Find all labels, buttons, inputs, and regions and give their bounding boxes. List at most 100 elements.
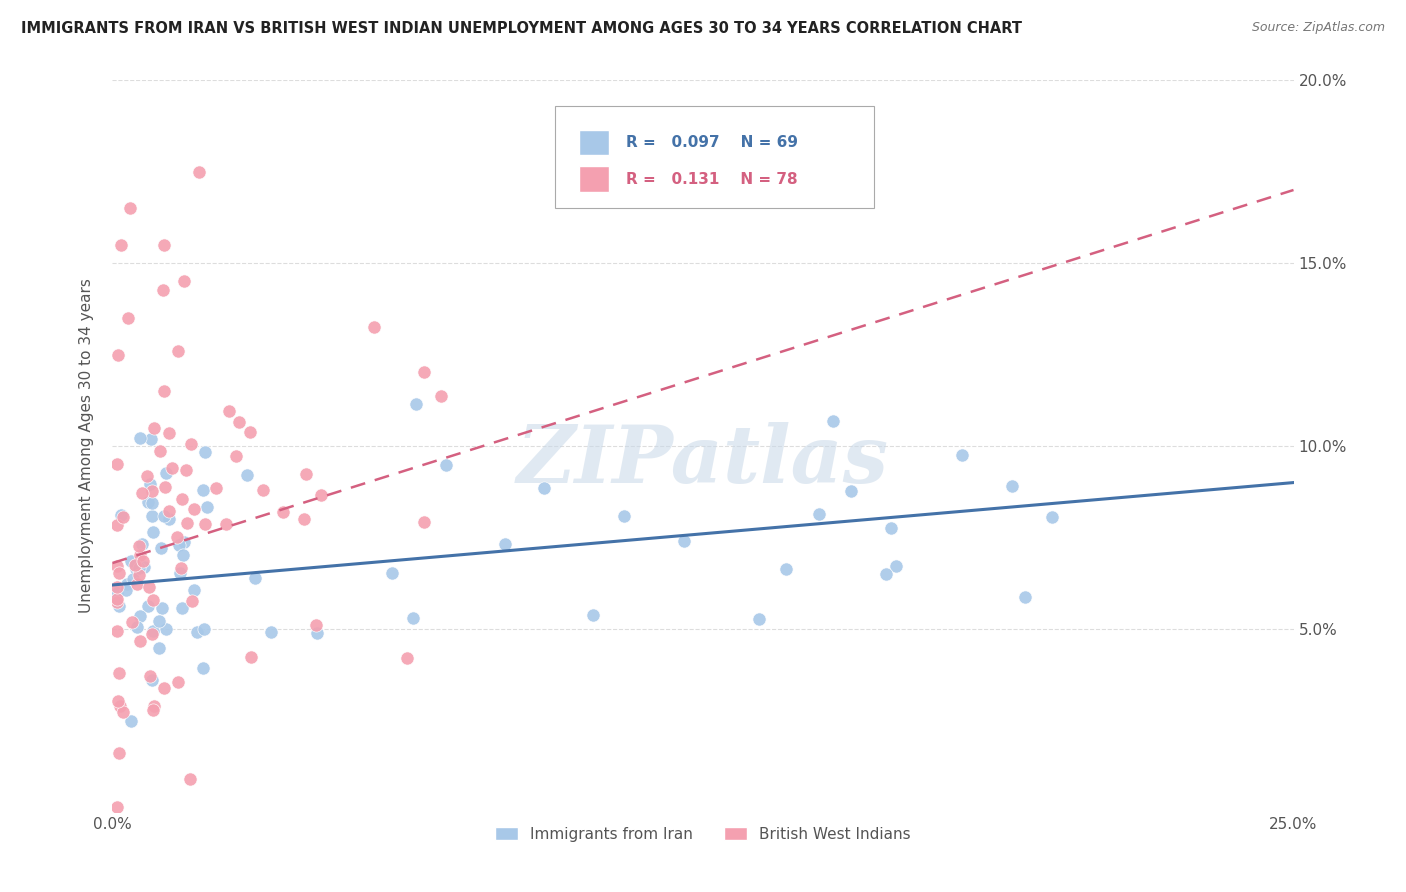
Point <box>179 772 201 786</box>
Point <box>305 618 328 632</box>
Point <box>105 586 128 600</box>
Point <box>170 560 193 574</box>
Point <box>166 530 188 544</box>
Point <box>292 512 315 526</box>
Point <box>194 516 217 531</box>
Point <box>105 518 128 533</box>
Point <box>225 449 247 463</box>
Point <box>215 517 238 532</box>
Point <box>152 681 174 695</box>
Text: R =   0.097    N = 69: R = 0.097 N = 69 <box>626 135 799 150</box>
Point <box>142 703 165 717</box>
Text: Source: ZipAtlas.com: Source: ZipAtlas.com <box>1251 21 1385 34</box>
Text: ZIPatlas: ZIPatlas <box>517 422 889 500</box>
Point <box>105 559 128 574</box>
Point <box>613 508 636 523</box>
Point <box>173 275 195 289</box>
Point <box>129 548 152 562</box>
Point <box>128 568 150 582</box>
Point <box>194 445 217 459</box>
Point <box>110 508 132 522</box>
Point <box>122 572 145 586</box>
Point <box>142 593 165 607</box>
Point <box>128 431 150 445</box>
Point <box>183 501 205 516</box>
Point <box>141 483 163 498</box>
Legend: Immigrants from Iran, British West Indians: Immigrants from Iran, British West India… <box>489 821 917 848</box>
Point <box>167 343 190 358</box>
Point <box>363 320 385 334</box>
Point <box>875 566 897 581</box>
Point <box>884 559 907 574</box>
Point <box>108 698 131 713</box>
Point <box>141 673 163 687</box>
Point <box>748 612 770 626</box>
Point <box>181 594 204 608</box>
Point <box>128 633 150 648</box>
Point <box>412 365 434 379</box>
Point <box>228 415 250 429</box>
Point <box>173 534 195 549</box>
Point <box>132 554 155 568</box>
Point <box>112 705 135 719</box>
Point <box>134 559 156 574</box>
Point <box>131 537 153 551</box>
Point <box>193 622 215 636</box>
Point <box>821 414 844 428</box>
Point <box>142 698 165 713</box>
Point <box>141 626 163 640</box>
Point <box>193 660 215 674</box>
Point <box>381 566 404 580</box>
Point <box>153 480 176 494</box>
Point <box>129 608 152 623</box>
Point <box>169 566 191 580</box>
Point <box>105 457 128 471</box>
Point <box>117 310 139 325</box>
Point <box>112 509 135 524</box>
Point <box>218 403 240 417</box>
Point <box>105 624 128 638</box>
Point <box>309 488 332 502</box>
Point <box>115 577 138 591</box>
Point <box>127 620 149 634</box>
Point <box>107 347 129 362</box>
Point <box>148 615 170 629</box>
Point <box>131 485 153 500</box>
Point <box>128 539 150 553</box>
Point <box>128 561 150 575</box>
Point <box>115 583 138 598</box>
Text: IMMIGRANTS FROM IRAN VS BRITISH WEST INDIAN UNEMPLOYMENT AMONG AGES 30 TO 34 YEA: IMMIGRANTS FROM IRAN VS BRITISH WEST IND… <box>21 21 1022 36</box>
Point <box>107 665 129 680</box>
Point <box>108 746 131 760</box>
Point <box>157 426 180 441</box>
Point <box>107 566 129 581</box>
Point <box>121 615 143 629</box>
Point <box>105 595 128 609</box>
Point <box>108 599 131 614</box>
Point <box>142 524 165 539</box>
Point <box>142 624 165 638</box>
Point <box>172 548 194 562</box>
Point <box>775 562 797 576</box>
Point <box>118 201 141 215</box>
Point <box>1040 509 1063 524</box>
Point <box>239 425 262 439</box>
Point <box>152 283 174 297</box>
Point <box>235 468 257 483</box>
Point <box>105 580 128 594</box>
Point <box>155 466 177 480</box>
Point <box>252 483 274 498</box>
Point <box>105 591 128 606</box>
Point <box>107 694 129 708</box>
Point <box>153 508 176 523</box>
Point <box>494 537 516 551</box>
Point <box>240 649 263 664</box>
Point <box>879 521 901 535</box>
Point <box>808 508 831 522</box>
Point <box>150 600 173 615</box>
Point <box>141 496 163 510</box>
Point <box>429 389 451 403</box>
Point <box>141 432 163 446</box>
Point <box>176 516 198 531</box>
FancyBboxPatch shape <box>555 106 875 209</box>
